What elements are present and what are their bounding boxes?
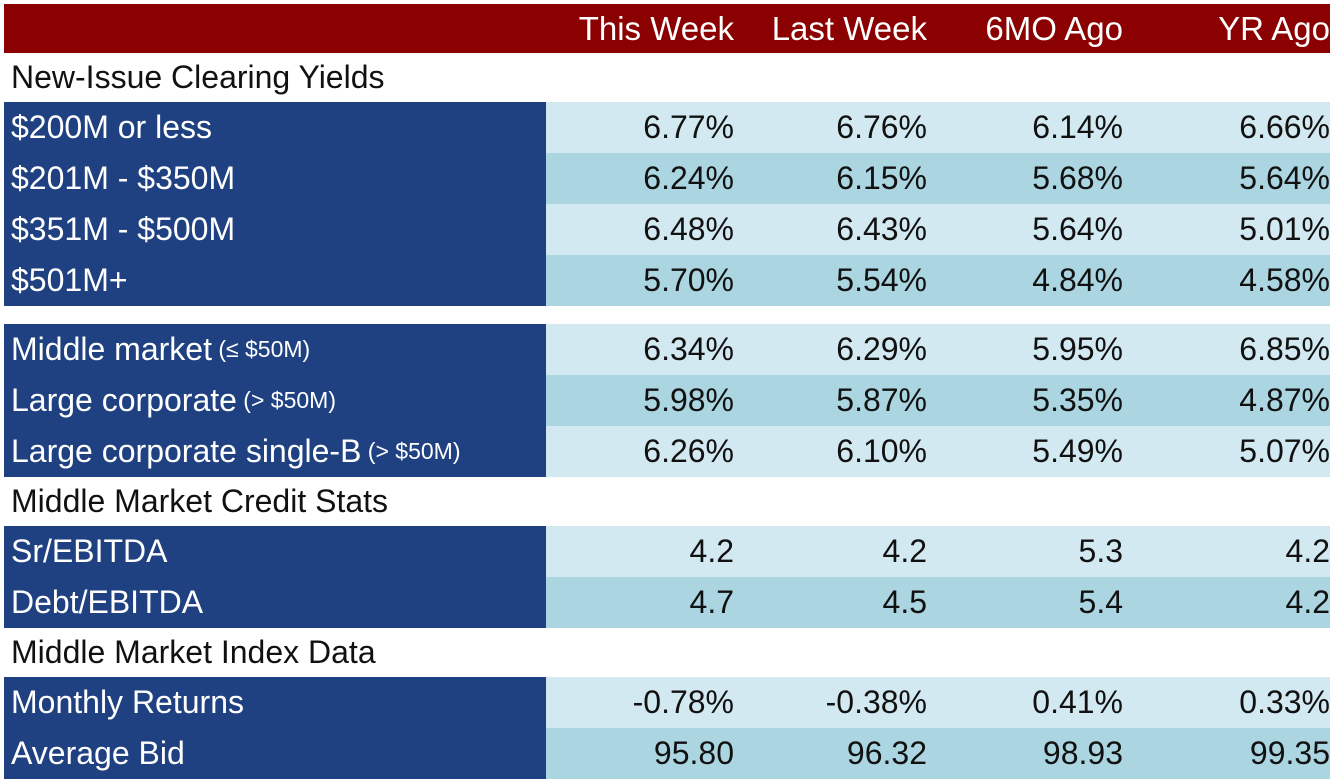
value-cell: 95.80 <box>546 728 734 779</box>
row-label-text: Sr/EBITDA <box>11 533 168 569</box>
row-label: $351M - $500M <box>4 204 546 255</box>
value-cell: 96.32 <box>734 728 927 779</box>
row-label-text: Average Bid <box>11 735 185 771</box>
value-cell: 5.68% <box>927 153 1123 204</box>
value-cell: 6.24% <box>546 153 734 204</box>
value-cell: 5.35% <box>927 375 1123 426</box>
row-label: $200M or less <box>4 102 546 153</box>
value-cell: 6.77% <box>546 102 734 153</box>
value-cell: -0.38% <box>734 677 927 728</box>
table-row: $351M - $500M 6.48% 6.43% 5.64% 5.01% <box>4 204 1330 255</box>
section-title: Middle Market Index Data <box>11 634 376 670</box>
column-header: 6MO Ago <box>985 9 1123 47</box>
value-cell: 4.58% <box>1123 255 1330 306</box>
row-label: Debt/EBITDA <box>4 577 546 628</box>
table-row: Average Bid 95.80 96.32 98.93 99.35 <box>4 728 1330 779</box>
row-label: Large corporate (> $50M) <box>4 375 546 426</box>
value-cell: 4.7 <box>546 577 734 628</box>
table-row: Debt/EBITDA 4.7 4.5 5.4 4.2 <box>4 577 1330 628</box>
value-cell: 5.64% <box>1123 153 1330 204</box>
value-cell: 4.84% <box>927 255 1123 306</box>
row-label: Middle market (≤ $50M) <box>4 324 546 375</box>
value-cell: 5.54% <box>734 255 927 306</box>
table-row: $200M or less 6.77% 6.76% 6.14% 6.66% <box>4 102 1330 153</box>
section-title: New-Issue Clearing Yields <box>11 59 385 95</box>
row-label-qualifier: (> $50M) <box>361 438 461 464</box>
row-label: $201M - $350M <box>4 153 546 204</box>
value-cell: 5.01% <box>1123 204 1330 255</box>
table-row: $201M - $350M 6.24% 6.15% 5.68% 5.64% <box>4 153 1330 204</box>
value-cell: 4.2 <box>546 526 734 577</box>
column-header: Last Week <box>771 9 927 47</box>
value-cell: 5.95% <box>927 324 1123 375</box>
value-cell: 0.33% <box>1123 677 1330 728</box>
value-cell: 6.26% <box>546 426 734 477</box>
value-cell: 5.98% <box>546 375 734 426</box>
value-cell: 6.85% <box>1123 324 1330 375</box>
value-cell: 4.2 <box>1123 526 1330 577</box>
value-cell: 6.76% <box>734 102 927 153</box>
value-cell: 4.87% <box>1123 375 1330 426</box>
row-label-text: $200M or less <box>11 109 212 145</box>
section-title-row: Middle Market Index Data <box>4 628 1330 677</box>
row-label: $501M+ <box>4 255 546 306</box>
value-cell: 6.66% <box>1123 102 1330 153</box>
row-label: Sr/EBITDA <box>4 526 546 577</box>
value-cell: -0.78% <box>546 677 734 728</box>
row-label-text: Middle market <box>11 331 212 367</box>
row-label: Monthly Returns <box>4 677 546 728</box>
value-cell: 5.3 <box>927 526 1123 577</box>
row-label-qualifier: (≤ $50M) <box>211 336 311 362</box>
value-cell: 6.48% <box>546 204 734 255</box>
row-label: Large corporate single-B (> $50M) <box>4 426 546 477</box>
header-corner <box>4 4 546 53</box>
table-row: $501M+ 5.70% 5.54% 4.84% 4.58% <box>4 255 1330 306</box>
section-title-row: Middle Market Credit Stats <box>4 477 1330 526</box>
row-label-qualifier: (> $50M) <box>236 387 336 413</box>
column-header-row: This Week Last Week 6MO Ago YR Ago <box>4 4 1330 53</box>
value-cell: 98.93 <box>927 728 1123 779</box>
row-label-text: Large corporate <box>11 382 237 418</box>
value-cell: 5.64% <box>927 204 1123 255</box>
row-label-text: Monthly Returns <box>11 684 244 720</box>
value-cell: 6.43% <box>734 204 927 255</box>
value-cell: 4.5 <box>734 577 927 628</box>
table-row: Large corporate single-B (> $50M) 6.26% 6.… <box>4 426 1330 477</box>
value-cell: 6.29% <box>734 324 927 375</box>
row-label-text: Debt/EBITDA <box>11 584 204 620</box>
value-cell: 6.14% <box>927 102 1123 153</box>
value-cell: 5.49% <box>927 426 1123 477</box>
table-row: Large corporate (> $50M) 5.98% 5.87% 5.35% 4… <box>4 375 1330 426</box>
value-cell: 6.15% <box>734 153 927 204</box>
row-label-text: $501M+ <box>11 262 128 298</box>
row-label-text: Large corporate single-B <box>11 433 362 469</box>
value-cell: 0.41% <box>927 677 1123 728</box>
table-row: Middle market (≤ $50M) 6.34% 6.29% 5.95% 6.8… <box>4 324 1330 375</box>
table-row: Sr/EBITDA 4.2 4.2 5.3 4.2 <box>4 526 1330 577</box>
value-cell: 5.4 <box>927 577 1123 628</box>
section-title: Middle Market Credit Stats <box>11 483 389 519</box>
value-cell: 5.87% <box>734 375 927 426</box>
row-label-text: $351M - $500M <box>11 211 236 247</box>
section-title-row: New-Issue Clearing Yields <box>4 53 1330 102</box>
value-cell: 4.2 <box>734 526 927 577</box>
column-header: This Week <box>578 9 734 47</box>
row-label: Average Bid <box>4 728 546 779</box>
section-spacer <box>4 306 1330 324</box>
value-cell: 99.35 <box>1123 728 1330 779</box>
value-cell: 5.07% <box>1123 426 1330 477</box>
row-label-text: $201M - $350M <box>11 160 236 196</box>
value-cell: 5.70% <box>546 255 734 306</box>
value-cell: 4.2 <box>1123 577 1330 628</box>
value-cell: 6.10% <box>734 426 927 477</box>
table-row: Monthly Returns -0.78% -0.38% 0.41% 0.33% <box>4 677 1330 728</box>
value-cell: 6.34% <box>546 324 734 375</box>
column-header: YR Ago <box>1218 9 1330 47</box>
